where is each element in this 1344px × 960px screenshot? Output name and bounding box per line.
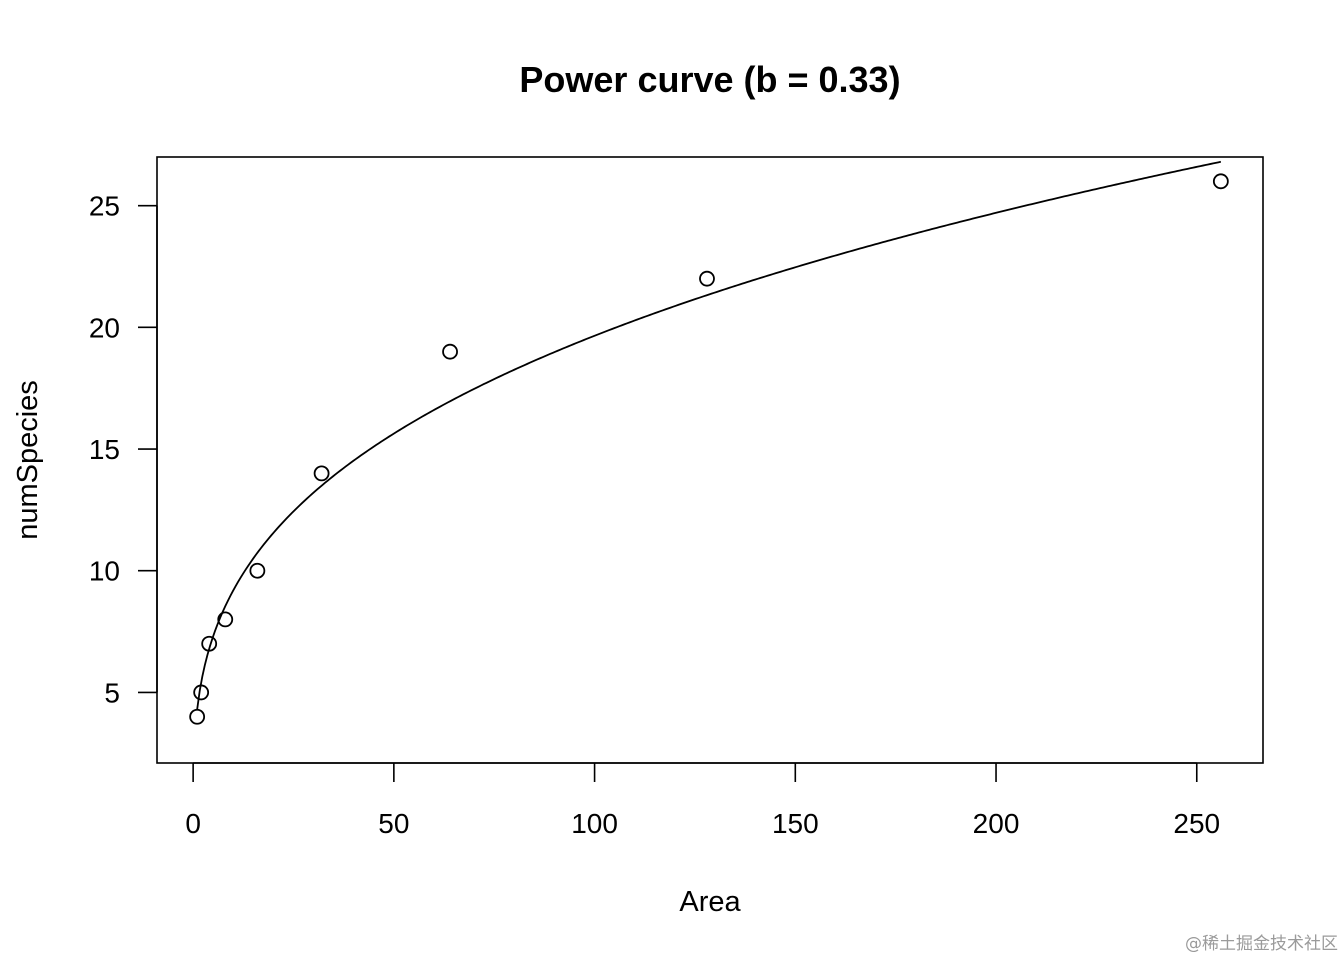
y-tick-label: 15: [89, 434, 120, 465]
watermark-text: @稀土掘金技术社区: [1185, 934, 1338, 954]
data-point: [201, 635, 218, 652]
power-curve-line: [196, 160, 1222, 710]
data-point: [699, 270, 715, 287]
x-tick-label: 200: [973, 808, 1020, 839]
plot-frame: [156, 156, 1264, 764]
x-tick-label: 50: [378, 808, 409, 839]
data-point: [313, 465, 330, 482]
data-point: [217, 611, 234, 628]
data-point: [249, 562, 266, 579]
x-tick-label: 150: [772, 808, 819, 839]
data-point: [189, 708, 206, 725]
x-axis-label: Area: [679, 886, 741, 918]
y-tick-label: 10: [89, 556, 120, 587]
y-axis-label: numSpecies: [12, 380, 44, 540]
x-tick-label: 0: [185, 808, 201, 839]
x-tick-label: 250: [1173, 808, 1220, 839]
x-tick-label: 100: [571, 808, 618, 839]
y-tick-label: 25: [89, 191, 120, 222]
data-point: [442, 343, 458, 360]
data-point: [193, 684, 210, 701]
data-point: [1212, 173, 1229, 190]
y-tick-label: 20: [89, 312, 120, 343]
chart-title: Power curve (b = 0.33): [519, 59, 900, 100]
y-tick-label: 5: [104, 677, 120, 708]
